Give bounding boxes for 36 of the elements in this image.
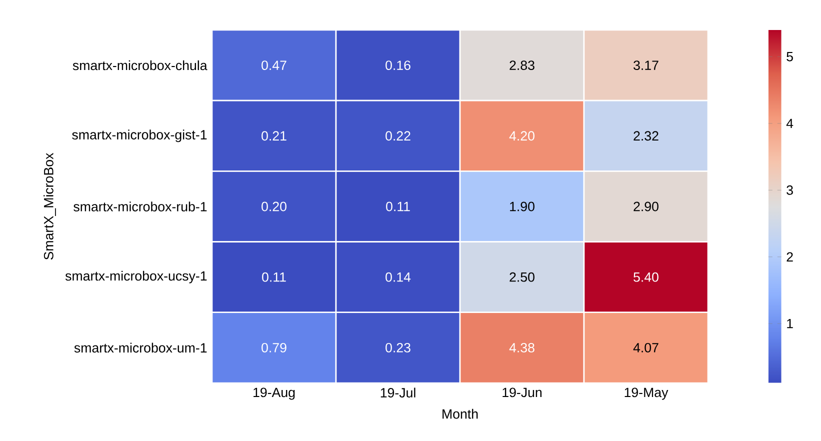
data-label: 0.22 <box>386 131 410 141</box>
color-bar-label: 2 <box>786 252 793 262</box>
data-label: 4.38 <box>509 342 534 352</box>
data-label: 0.23 <box>386 342 410 352</box>
x-tick-label: 19-Aug <box>254 388 295 400</box>
data-label: 4.07 <box>633 342 658 352</box>
data-label: 0.21 <box>262 131 286 141</box>
data-label: 2.50 <box>510 272 534 282</box>
data-label: 5.40 <box>634 272 658 282</box>
y-tick-label: smartx-microbox-gist-1 <box>72 130 207 142</box>
color-bar-label: 1 <box>787 319 793 328</box>
data-label: 3.17 <box>634 60 658 70</box>
data-label: 0.79 <box>262 342 286 352</box>
data-label: 2.32 <box>634 131 658 141</box>
data-label: 0.16 <box>386 60 410 70</box>
data-label: 0.14 <box>386 272 411 282</box>
data-label: 2.83 <box>510 60 534 70</box>
y-tick-label: smartx-microbox-rub-1 <box>74 202 207 212</box>
color-bar-label: 5 <box>786 52 793 62</box>
x-axis-title: Month <box>442 408 478 419</box>
data-label: 0.20 <box>262 202 286 212</box>
data-label: 0.11 <box>262 272 286 282</box>
data-label: 4.20 <box>509 131 534 141</box>
x-tick-label: 19-May <box>624 388 668 400</box>
x-tick-label: 19-Jul <box>380 388 416 398</box>
y-tick-label: smartx-microbox-um-1 <box>74 342 207 353</box>
data-label: 1.90 <box>510 202 534 212</box>
data-label: 0.11 <box>386 202 410 212</box>
y-tick-label: smartx-microbox-ucsy-1 <box>65 270 207 284</box>
data-label: 0.47 <box>262 60 286 70</box>
x-tick-label: 19-Jun <box>502 388 542 398</box>
color-bar-label: 4 <box>786 118 794 128</box>
y-axis-title: SmartX_MicroBox <box>44 152 56 260</box>
data-label: 2.90 <box>634 202 658 212</box>
y-tick-label: smartx-microbox-chula <box>72 60 208 70</box>
color-bar-label: 3 <box>786 185 793 195</box>
